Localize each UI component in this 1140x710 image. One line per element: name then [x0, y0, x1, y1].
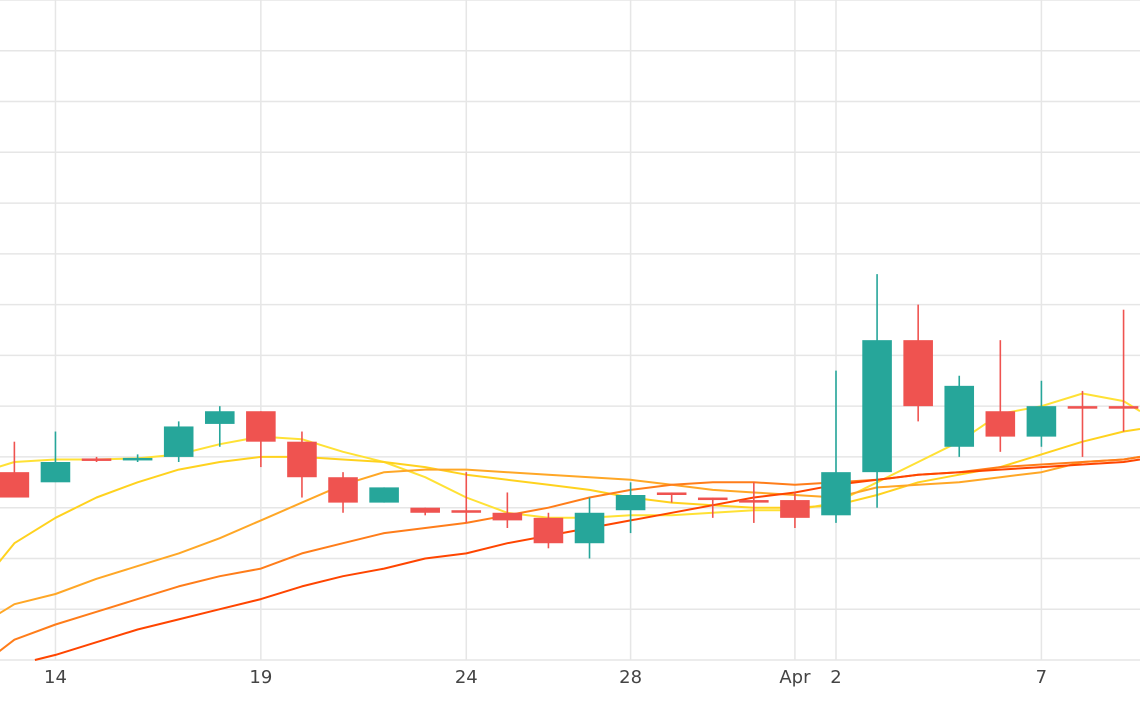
candle — [1108, 309, 1139, 432]
candle — [903, 304, 933, 422]
candle — [821, 370, 851, 523]
candle-body — [821, 472, 851, 516]
candle-body — [163, 426, 194, 457]
candle — [656, 492, 687, 503]
moving-average-line — [0, 455, 1140, 615]
candle-body — [81, 458, 112, 461]
candle — [81, 456, 112, 462]
candle-body — [328, 477, 358, 503]
moving-average-line — [0, 455, 1140, 653]
candle — [944, 375, 975, 457]
candle-body — [574, 512, 605, 544]
moving-average-line — [0, 428, 1140, 563]
candle-body — [862, 340, 892, 473]
candle-body — [944, 385, 975, 447]
candle-body — [1067, 406, 1098, 409]
candle — [328, 472, 358, 513]
candle-body — [369, 487, 399, 503]
candle-body — [656, 492, 687, 495]
x-tick-label: 19 — [249, 667, 272, 688]
candle-body — [410, 507, 440, 513]
candle-body — [739, 500, 769, 503]
candle — [697, 497, 728, 518]
candle-body — [615, 495, 646, 511]
candle-body — [985, 411, 1016, 437]
x-tick-label: 2 — [830, 667, 841, 688]
candle — [40, 431, 71, 483]
candle — [287, 431, 317, 498]
x-tick-label: 24 — [455, 667, 478, 688]
x-tick-label: 28 — [619, 667, 642, 688]
candle — [533, 512, 564, 549]
candle — [985, 340, 1016, 452]
candle-body — [1108, 406, 1139, 409]
candle — [410, 507, 440, 516]
candle-body — [533, 517, 564, 544]
candle — [615, 482, 646, 534]
candle — [862, 274, 892, 508]
candle-body — [287, 441, 317, 478]
candle — [163, 421, 194, 462]
candle — [574, 497, 605, 559]
candle — [451, 472, 482, 523]
x-tick-label: Apr — [779, 667, 811, 688]
candle-body — [903, 340, 933, 407]
candle — [780, 492, 810, 528]
candle — [1067, 390, 1098, 457]
candle — [122, 454, 153, 462]
candle — [369, 487, 399, 503]
candle-body — [451, 510, 482, 513]
candle — [739, 482, 769, 523]
candle-body — [204, 411, 235, 424]
candle — [492, 492, 523, 528]
candle-body — [122, 457, 153, 461]
candle — [1026, 380, 1057, 447]
candle — [0, 441, 30, 498]
candle — [204, 406, 235, 447]
x-tick-label: 14 — [44, 667, 67, 688]
candle-body — [780, 500, 810, 518]
vertical-gridlines — [54, 0, 1043, 660]
x-axis-tick-labels: 14 19 24 28 Apr 2 7 — [44, 667, 1047, 688]
candles — [0, 274, 1139, 559]
candle-body — [1026, 406, 1057, 437]
candle-body — [492, 512, 523, 521]
horizontal-gridlines — [0, 0, 1140, 661]
candle — [246, 411, 276, 468]
candle-body — [40, 462, 71, 483]
candle-body — [0, 472, 30, 498]
x-tick-label: 7 — [1036, 667, 1047, 688]
candle-body — [246, 411, 276, 442]
candle-body — [697, 497, 728, 501]
